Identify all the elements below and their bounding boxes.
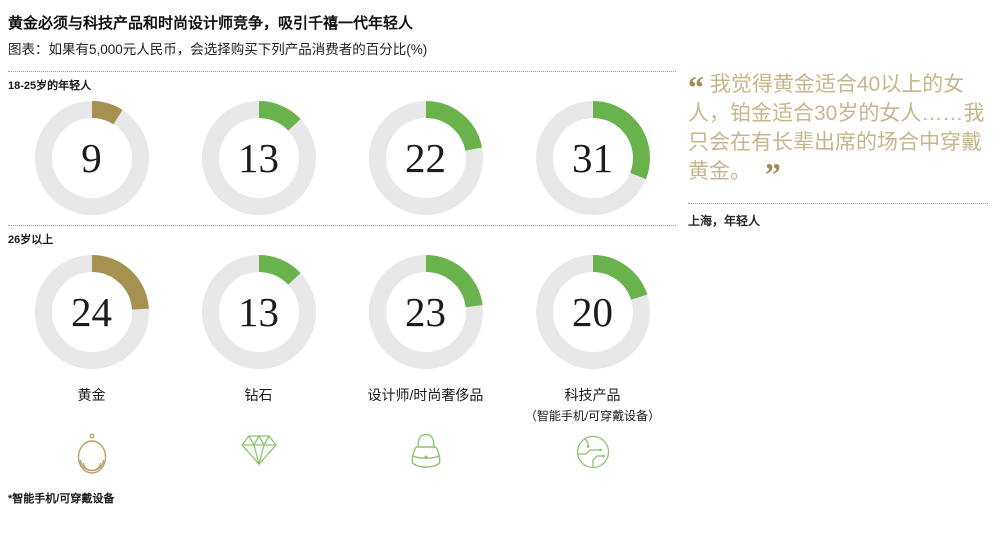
open-quote-icon: “ [688, 69, 704, 105]
figure-content: 18-25岁的年轻人 9 13 22 31 26岁以上 24 13 23 20 黄金 钻石 … [0, 71, 1000, 506]
donut-value: 20 [572, 289, 613, 335]
donut-chart: 9 [8, 97, 175, 219]
donut-value: 13 [238, 135, 279, 181]
donut-value: 22 [405, 135, 446, 181]
figure-subtitle: 图表：如果有5,000元人民币，会选择购买下列产品消费者的百分比(%) [8, 42, 428, 57]
category-label-gold: 黄金 [77, 387, 106, 403]
donut-chart: 31 [509, 97, 676, 219]
donut-ring [368, 255, 483, 369]
quote-panel: “ 我觉得黄金适合40以上的女人，铂金适合30岁的女人……我只会在有长辈出席的场… [688, 71, 988, 506]
chart-area: 18-25岁的年轻人 9 13 22 31 26岁以上 24 13 23 20 黄金 钻石 … [0, 71, 676, 506]
quote-body: 我觉得黄金适合40以上的女人，铂金适合30岁的女人……我只会在有长辈出席的场合中… [688, 73, 985, 183]
diamond-icon [175, 432, 342, 482]
donut-ring [34, 101, 149, 215]
figure-header: 黄金必须与科技产品和时尚设计师竞争，吸引千禧一代年轻人 图表：如果有5,000元… [0, 0, 1000, 58]
footnote: *智能手机/可穿戴设备 [8, 493, 115, 505]
donut-ring [535, 255, 650, 369]
donut-chart: 20 [509, 251, 676, 373]
close-quote-icon: ” [764, 155, 781, 192]
donut-ring [201, 101, 316, 215]
quote-text: “ 我觉得黄金适合40以上的女人，铂金适合30岁的女人……我只会在有长辈出席的场… [688, 69, 988, 190]
donut-chart: 22 [342, 97, 509, 219]
category-label-tech: 科技产品 （智能手机/可穿戴设备） [524, 387, 661, 423]
donut-ring [201, 255, 316, 369]
section-label-young: 18-25岁的年轻人 [8, 80, 92, 92]
divider [8, 71, 676, 72]
necklace-icon [8, 432, 175, 482]
donut-value: 9 [81, 135, 102, 181]
smartwatch-circuit-icon [509, 432, 676, 482]
quote-attribution: 上海，年轻人 [688, 213, 761, 228]
donut-ring [34, 255, 149, 369]
donut-value: 24 [71, 289, 112, 335]
donut-value: 23 [405, 289, 446, 335]
donut-chart: 13 [175, 97, 342, 219]
donut-ring [535, 101, 650, 215]
figure-title: 黄金必须与科技产品和时尚设计师竞争，吸引千禧一代年轻人 [8, 15, 414, 32]
category-label-diamond: 钻石 [244, 387, 273, 403]
donut-row-young: 9 13 22 31 [8, 97, 676, 219]
handbag-icon [342, 432, 509, 482]
donut-chart: 23 [342, 251, 509, 373]
donut-chart: 24 [8, 251, 175, 373]
category-labels: 黄金 钻石 设计师/时尚奢侈品 科技产品 （智能手机/可穿戴设备） [8, 385, 676, 424]
category-icons [8, 432, 676, 482]
donut-row-older: 24 13 23 20 [8, 251, 676, 373]
divider [8, 225, 676, 226]
category-label-designer: 设计师/时尚奢侈品 [367, 387, 484, 403]
donut-value: 31 [572, 135, 613, 181]
section-label-older: 26岁以上 [8, 234, 54, 246]
donut-value: 13 [238, 289, 279, 335]
donut-chart: 13 [175, 251, 342, 373]
donut-ring [368, 101, 483, 215]
divider [688, 202, 988, 204]
